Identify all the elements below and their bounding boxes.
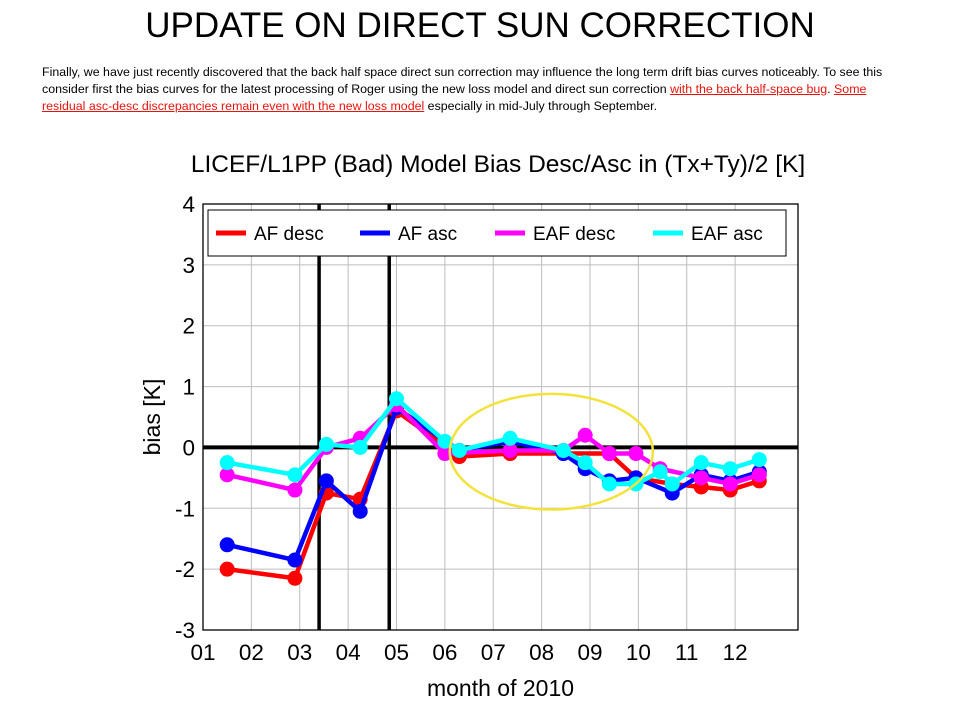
data-point xyxy=(388,391,404,407)
data-point xyxy=(318,473,334,489)
data-point xyxy=(502,430,518,446)
data-point xyxy=(601,446,617,462)
plot-frame xyxy=(202,203,799,631)
data-point xyxy=(693,455,709,471)
data-point xyxy=(219,467,235,483)
data-point xyxy=(664,476,680,492)
x-tick-label: 10 xyxy=(626,640,651,665)
legend-item: EAF desc xyxy=(495,224,615,245)
legend-item: AF asc xyxy=(360,224,457,245)
data-point xyxy=(722,476,738,492)
y-axis-label: bias [K] xyxy=(139,379,165,456)
y-tick-label: -1 xyxy=(175,496,195,521)
slide-title: UPDATE ON DIRECT SUN CORRECTION xyxy=(145,6,815,45)
intro-paragraph: Finally, we have just recently discovere… xyxy=(42,64,910,115)
data-point xyxy=(628,446,644,462)
series-eaf-asc xyxy=(219,391,767,492)
x-tick-label: 06 xyxy=(432,640,457,665)
data-point xyxy=(751,452,767,468)
x-tick-label: 04 xyxy=(336,640,361,665)
x-tick-label: 07 xyxy=(481,640,506,665)
x-tick-label: 11 xyxy=(675,640,698,665)
data-point xyxy=(219,561,235,577)
chart-title: LICEF/L1PP (Bad) Model Bias Desc/Asc in … xyxy=(190,151,806,178)
legend-label: EAF desc xyxy=(533,224,615,245)
data-point xyxy=(577,427,593,443)
y-tick-label: 2 xyxy=(182,314,195,339)
x-tick-label: 03 xyxy=(287,640,312,665)
data-point xyxy=(437,433,453,449)
data-point xyxy=(652,464,668,480)
y-tick-label: -3 xyxy=(175,618,195,643)
data-point xyxy=(722,461,738,477)
legend-label: AF desc xyxy=(254,224,324,245)
y-tick-label: 1 xyxy=(182,375,195,400)
x-tick-label: 02 xyxy=(239,640,264,665)
data-point xyxy=(287,552,303,568)
data-point xyxy=(318,436,334,452)
data-point xyxy=(352,503,368,519)
y-tick-label: -2 xyxy=(175,557,195,582)
data-point xyxy=(502,442,518,458)
bug-highlight-text: with the back half-space bug xyxy=(670,82,828,96)
legend-label: EAF asc xyxy=(691,224,763,245)
data-point xyxy=(693,470,709,486)
x-axis-label: month of 2010 xyxy=(427,675,574,701)
data-point xyxy=(555,442,571,458)
y-tick-label: 4 xyxy=(182,192,195,217)
data-point xyxy=(751,467,767,483)
x-tick-label: 08 xyxy=(529,640,554,665)
data-point xyxy=(219,537,235,553)
legend-item: AF desc xyxy=(216,224,324,245)
data-point xyxy=(219,455,235,471)
data-point xyxy=(287,482,303,498)
intro-text-part3: especially in mid-July through September… xyxy=(424,99,658,113)
data-point xyxy=(451,442,467,458)
y-tick-label: 0 xyxy=(182,435,195,460)
x-tick-label: 09 xyxy=(577,640,602,665)
x-tick-label: 12 xyxy=(723,640,748,665)
y-tick-label: 3 xyxy=(182,253,195,278)
discrepancy-highlight-text: Some residual asc-desc discrepancies rem… xyxy=(42,82,867,113)
intro-text-part2: . xyxy=(827,82,835,96)
x-tick-label: 05 xyxy=(384,640,409,665)
x-tick-label: 01 xyxy=(190,640,215,665)
data-point xyxy=(577,455,593,471)
legend: AF desc AF asc EAF desc EAF asc xyxy=(207,209,787,257)
legend-item: EAF asc xyxy=(653,224,763,245)
data-point xyxy=(601,476,617,492)
data-point xyxy=(287,467,303,483)
highlight-ellipse xyxy=(448,392,655,511)
intro-text-part1: Finally, we have just recently discovere… xyxy=(42,65,883,96)
data-point xyxy=(287,570,303,586)
data-point xyxy=(352,439,368,455)
legend-label: AF asc xyxy=(398,224,457,245)
